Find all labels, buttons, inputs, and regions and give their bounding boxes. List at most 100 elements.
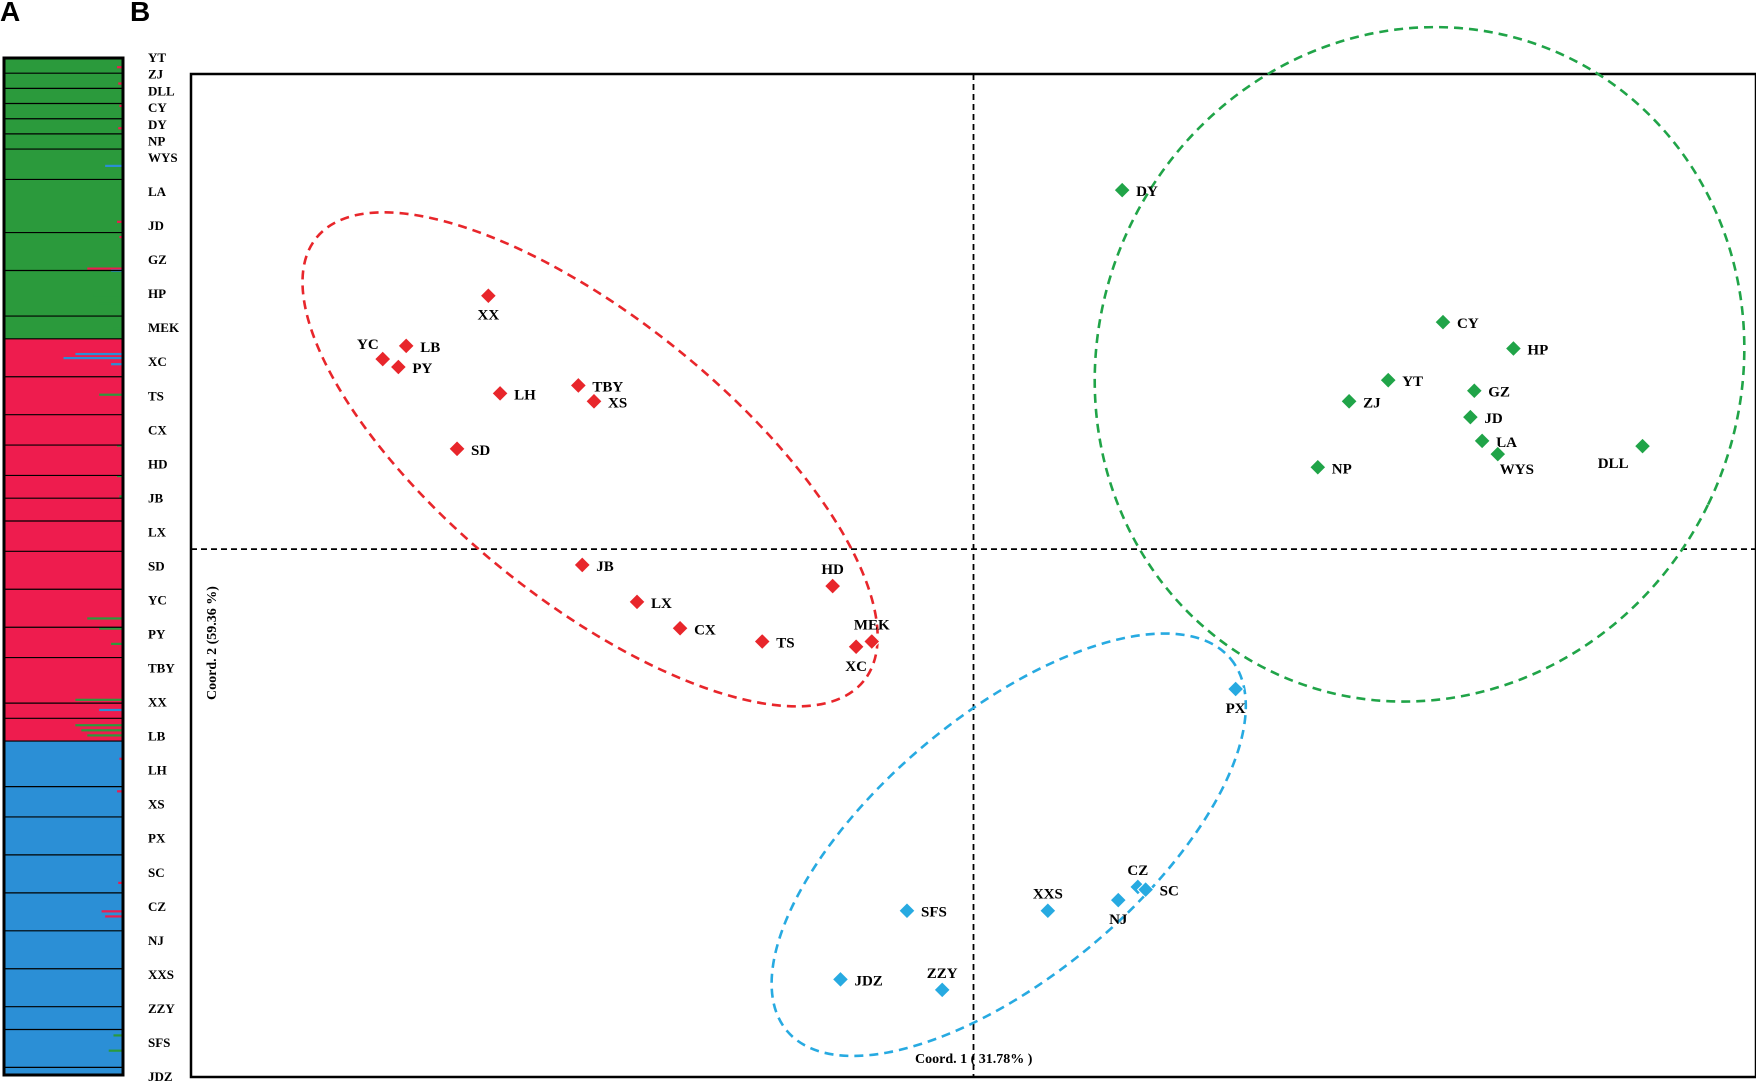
structure-block-sfs [4,1029,123,1068]
point-xc [847,638,865,656]
point-label-dll: DLL [1598,456,1629,472]
pcoa-axis-lines [191,74,1756,1077]
x-axis-label: Coord. 1 ( 31.78% ) [915,1052,1033,1067]
point-sc [1136,880,1155,899]
point-sfs [898,902,916,920]
admixture-streak [117,220,123,223]
structure-block-wys [4,149,123,180]
point-px [1226,680,1245,698]
point-label-zj: ZJ [1363,395,1381,411]
population-label-jd: JD [148,218,164,233]
structure-block-hp [4,316,123,340]
point-label-lb: LB [420,340,440,356]
population-label-cy: CY [148,100,167,115]
cluster-ellipses [301,25,1746,1058]
population-label-xx: XX [148,695,167,710]
population-label-dy: DY [148,117,167,132]
population-label-sfs: SFS [148,1035,170,1050]
point-lb [397,337,415,355]
admixture-streak [75,698,123,701]
admixture-streak [111,642,123,645]
point-ts [753,632,771,651]
structure-block-lx [4,520,123,552]
point-nj [1109,891,1127,909]
point-np [1309,458,1327,476]
point-wys [1489,445,1507,463]
structure-block-ts [4,414,123,446]
structure-block-tby [4,657,123,704]
population-label-sd: SD [148,558,165,573]
point-label-xx: XX [478,308,500,324]
cluster-ellipse-red [301,211,879,708]
point-label-sfs: SFS [921,905,947,921]
admixture-streak [105,915,123,918]
admixture-streak [118,127,123,130]
structure-block-jb [4,498,123,522]
population-label-wys: WYS [148,150,178,165]
point-sd [448,440,466,458]
structure-frame [2,56,125,1077]
point-jb [573,556,591,574]
population-label-yc: YC [148,592,167,607]
point-label-ts: TS [776,635,794,651]
structure-block-gz [4,270,123,317]
population-label-ts: TS [148,388,164,403]
population-label-hd: HD [148,456,168,471]
population-label-dll: DLL [148,83,175,98]
admixture-streak [119,495,123,498]
point-cx [671,619,689,637]
point-yt [1379,371,1397,389]
structure-block-dy [4,118,123,135]
cluster-ellipse-blue [770,632,1248,1058]
structure-block-xc [4,376,123,416]
point-lh [491,384,509,403]
point-label-px: PX [1226,701,1246,717]
admixture-streak [99,627,123,630]
point-label-gz: GZ [1488,385,1510,401]
structure-block-xs [4,786,123,818]
admixture-streak [113,273,123,276]
admixture-streak [108,1049,123,1052]
population-label-xc: XC [148,354,167,369]
point-label-wys: WYS [1500,462,1534,478]
point-label-py: PY [412,361,432,377]
structure-plot [2,56,125,1077]
admixture-streak [111,363,123,366]
point-jdz [831,970,850,989]
point-label-lx: LX [651,596,672,612]
admixture-streak [105,164,123,167]
admixture-streak [118,881,123,884]
panel-b-label: B [130,0,151,27]
population-label-mek: MEK [148,320,180,335]
point-label-nj: NJ [1109,912,1128,928]
population-label-cx: CX [148,422,167,437]
point-label-dy: DY [1136,184,1158,200]
point-label-sd: SD [471,443,490,459]
structure-block-jdz [4,1067,123,1076]
admixture-streak [87,267,123,270]
point-label-xs: XS [608,395,627,411]
structure-block-yc [4,589,123,628]
admixture-streak [117,790,123,793]
structure-block-dll [4,88,123,105]
point-dll [1633,437,1652,455]
structure-block-py [4,627,123,659]
population-label-np: NP [148,134,165,149]
structure-block-lh [4,741,123,788]
admixture-streak [99,708,123,712]
point-label-xxs: XXS [1033,887,1063,903]
admixture-streak [87,734,123,737]
population-label-sc: SC [148,865,165,880]
population-label-nj: NJ [148,933,164,948]
structure-block-sd [4,551,123,590]
admixture-streak [113,1034,123,1037]
admixture-streak [113,327,123,330]
population-label-lb: LB [148,729,166,744]
population-label-xxs: XXS [148,967,174,982]
point-label-xc: XC [845,659,867,675]
population-label-xs: XS [148,797,165,812]
cluster-ellipse-green [1093,25,1746,703]
population-label-jdz: JDZ [148,1069,173,1082]
